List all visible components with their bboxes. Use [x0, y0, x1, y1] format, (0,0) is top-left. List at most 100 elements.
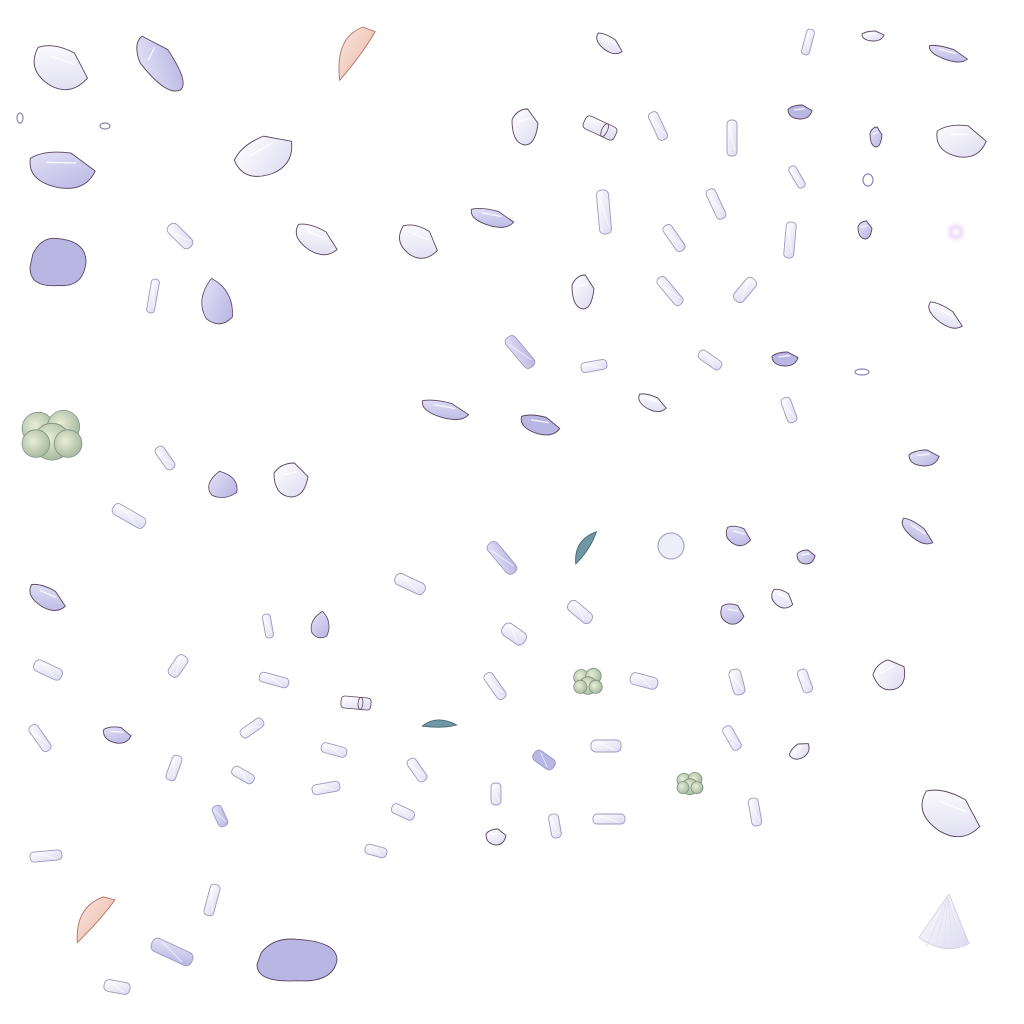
- petal-shard-sprite: [486, 541, 518, 575]
- tiny-fragment-sprite: [99, 122, 111, 130]
- rolled-scroll-sprite: [340, 695, 372, 711]
- petal-shard-sprite: [211, 804, 229, 828]
- crystal-shard-sprite: [725, 525, 752, 547]
- petal-shard-sprite: [32, 659, 64, 681]
- petal-sprite: [208, 470, 238, 498]
- crystal-shard-sprite: [872, 659, 906, 691]
- crystal-shard-sprite: [771, 588, 794, 609]
- crystal-shard-sprite: [936, 124, 987, 158]
- crystal-shard-sprite: [233, 135, 293, 177]
- tiny-fragment-sprite: [854, 368, 870, 376]
- petal-shard-sprite: [146, 278, 160, 314]
- orb-sprite: [657, 532, 685, 560]
- petal-shard-sprite: [629, 672, 659, 690]
- crystal-shard-sprite: [29, 583, 66, 612]
- crystal-shard-sprite: [520, 414, 561, 436]
- moss-tuft-sprite: [21, 409, 83, 461]
- petal-shard-sprite: [780, 396, 798, 424]
- crystal-shard-sprite: [908, 449, 940, 467]
- crystal-shard-sprite: [771, 351, 799, 367]
- moss-tuft-sprite: [676, 772, 704, 796]
- crystal-shard-sprite: [921, 789, 981, 838]
- lavender-blob-sprite: [256, 938, 338, 982]
- crystal-shard-sprite: [596, 32, 623, 55]
- peach-petal-sprite: [338, 26, 376, 82]
- petal-shard-sprite: [166, 222, 194, 250]
- petal-shard-sprite: [28, 723, 52, 753]
- petal-shard-sprite: [390, 803, 416, 821]
- petal-shard-sprite: [231, 765, 255, 785]
- petal-shard-sprite: [783, 221, 797, 259]
- petal-shard-sprite: [532, 749, 556, 771]
- petal-shard-sprite: [697, 349, 723, 371]
- petal-shard-sprite: [728, 668, 746, 696]
- crystal-shard-sprite: [929, 44, 969, 63]
- petal-shard-sprite: [662, 223, 686, 253]
- crystal-shard-sprite: [720, 603, 745, 625]
- petal-shard-sprite: [596, 189, 612, 235]
- crystal-shard-sprite: [421, 399, 470, 421]
- crystal-shard-sprite: [399, 224, 438, 259]
- fan-petal-sprite: [918, 893, 970, 949]
- sprite-layer: [16, 26, 987, 995]
- lavender-blob-sprite: [29, 237, 87, 287]
- petal-shard-sprite: [801, 28, 815, 56]
- crystal-shard-sprite: [33, 45, 89, 91]
- tiny-fragment-sprite: [862, 173, 874, 187]
- crystal-shard-sprite: [571, 274, 595, 310]
- crystal-shard-sprite: [901, 517, 934, 545]
- petal-shard-sprite: [311, 780, 341, 796]
- petal-shard-sprite: [203, 883, 221, 917]
- petal-shard-sprite: [726, 119, 738, 157]
- petal-shard-sprite: [167, 654, 189, 678]
- petal-shard-sprite: [796, 668, 814, 694]
- crystal-shard-sprite: [136, 35, 184, 92]
- petal-shard-sprite: [406, 757, 428, 783]
- petal-shard-sprite: [548, 813, 562, 839]
- petal-shard-sprite: [490, 782, 502, 806]
- crystal-shard-sprite: [485, 828, 507, 846]
- petal-shard-sprite: [722, 725, 742, 751]
- crystal-shard-sprite: [796, 549, 816, 565]
- crystal-shard-sprite: [788, 743, 810, 760]
- petal-shard-sprite: [483, 671, 507, 701]
- petal-shard-sprite: [788, 165, 806, 189]
- crystal-shard-sprite: [928, 301, 963, 329]
- petal-shard-sprite: [364, 843, 388, 859]
- petal-shard-sprite: [29, 849, 63, 863]
- rolled-scroll-sprite: [582, 115, 618, 141]
- petal-shard-sprite: [656, 275, 684, 307]
- petal-shard-sprite: [592, 813, 626, 825]
- leaf-sprite: [575, 531, 598, 565]
- crystal-shard-sprite: [103, 726, 132, 744]
- petal-shard-sprite: [111, 503, 147, 529]
- petal-shard-sprite: [239, 717, 265, 739]
- glow-spark-sprite: [943, 219, 969, 245]
- crystal-shard-sprite: [787, 104, 813, 120]
- crystal-shard-sprite: [470, 207, 515, 228]
- tiny-fragment-sprite: [16, 112, 24, 124]
- crystal-shard-sprite: [295, 223, 338, 256]
- petal-shard-sprite: [747, 797, 763, 827]
- petal-shard-sprite: [705, 188, 727, 220]
- petal-shard-sprite: [732, 276, 758, 304]
- petal-sprite: [310, 610, 330, 639]
- crystal-shard-sprite: [511, 108, 539, 146]
- petal-shard-sprite: [154, 445, 176, 471]
- crystal-shard-sprite: [861, 30, 885, 42]
- moss-tuft-sprite: [573, 667, 603, 695]
- petal-shard-sprite: [566, 599, 594, 625]
- petal-shard-sprite: [258, 671, 290, 689]
- crystal-shard-sprite: [273, 462, 309, 498]
- petal-shard-sprite: [262, 613, 274, 639]
- petal-shard-sprite: [580, 359, 608, 373]
- petal-shard-sprite: [320, 742, 348, 758]
- peach-petal-sprite: [76, 896, 116, 944]
- petal-shard-sprite: [504, 335, 536, 369]
- petal-shard-sprite: [150, 937, 194, 967]
- petal-shard-sprite: [103, 979, 131, 995]
- petal-shard-sprite: [501, 622, 527, 646]
- crystal-shard-sprite: [29, 151, 96, 189]
